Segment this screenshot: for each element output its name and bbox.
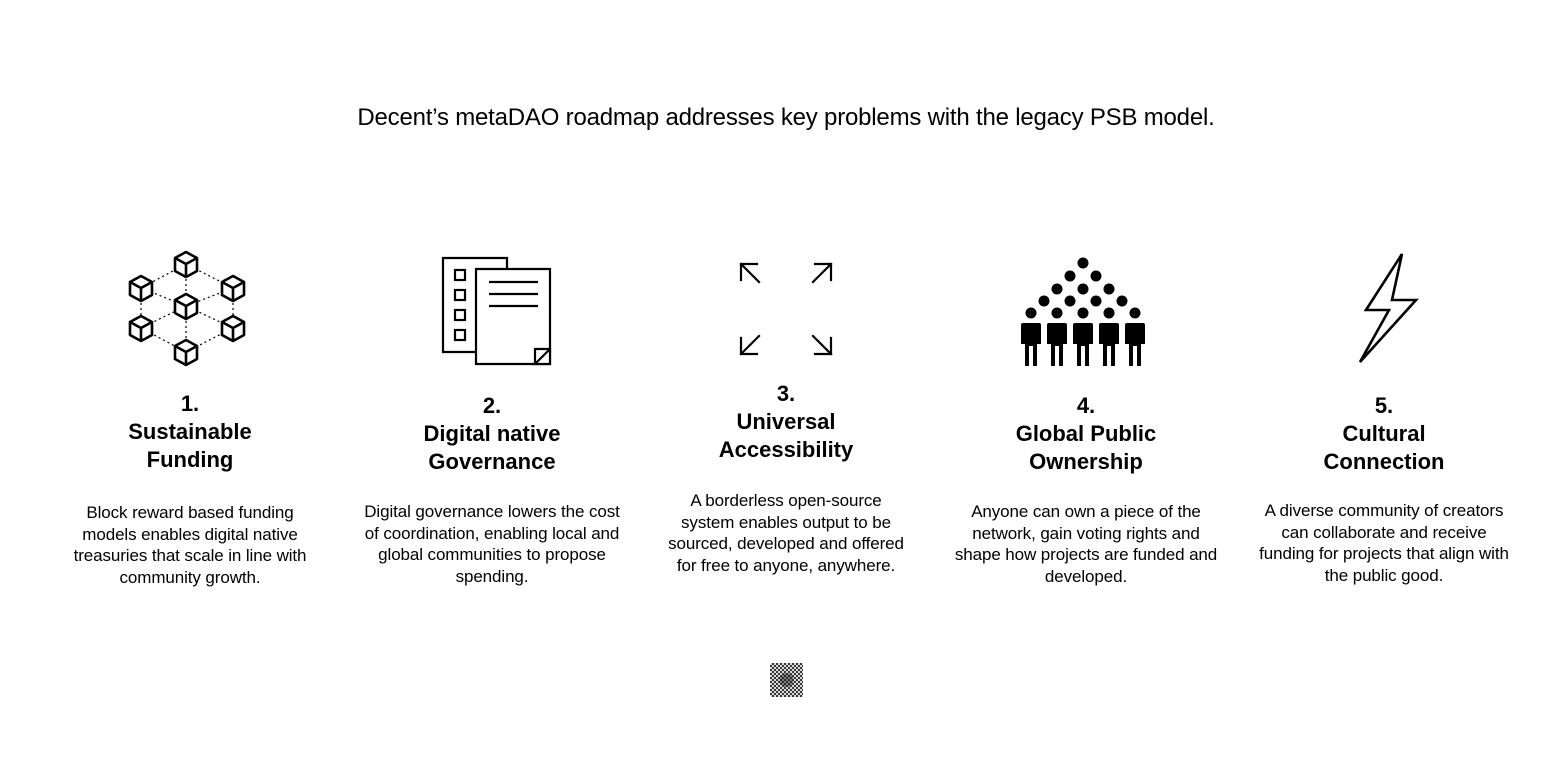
card-title-line2: Funding [146, 447, 234, 472]
card-title: 5. Cultural Connection [1234, 392, 1534, 476]
card-title: 1. Sustainable Funding [40, 390, 340, 474]
headline: Decent’s metaDAO roadmap addresses key p… [357, 104, 1215, 131]
documents-checklist-icon [342, 252, 642, 382]
card-title-line1: Sustainable [128, 419, 252, 444]
card-description: A borderless open-source system enables … [668, 491, 904, 575]
feature-card-cultural-connection: 5. Cultural Connection A diverse communi… [1234, 0, 1534, 774]
card-title-line1: Global Public [1015, 421, 1157, 446]
card-description: Digital governance lowers the cost of co… [364, 502, 620, 586]
card-title-line2: Governance [428, 449, 556, 474]
card-number: 1. [180, 391, 200, 416]
lightning-bolt-icon [1234, 250, 1534, 380]
card-title-line1: Universal [736, 409, 836, 434]
checker-logo-icon[interactable] [770, 663, 803, 697]
feature-card-global-public-ownership: 4. Global Public Ownership Anyone can ow… [936, 0, 1236, 774]
card-title: 2. Digital native Governance [342, 392, 642, 476]
card-title-line2: Ownership [1029, 449, 1143, 474]
card-title-line2: Accessibility [718, 437, 854, 462]
expand-arrows-icon [636, 258, 936, 388]
crowd-people-icon [936, 256, 1236, 386]
card-title-line1: Cultural [1342, 421, 1426, 446]
card-description: Anyone can own a piece of the network, g… [954, 502, 1218, 586]
card-description: Block reward based funding models enable… [73, 503, 307, 587]
card-description: A diverse community of creators can coll… [1259, 501, 1509, 585]
card-number: 4. [1076, 393, 1096, 418]
card-number: 2. [482, 393, 502, 418]
feature-card-sustainable-funding: 1. Sustainable Funding Block reward base… [40, 0, 340, 774]
card-title-line2: Connection [1323, 449, 1445, 474]
feature-card-universal-accessibility: 3. Universal Accessibility A borderless … [636, 0, 936, 774]
card-title: 3. Universal Accessibility [636, 380, 936, 464]
card-title-line1: Digital native [423, 421, 561, 446]
card-number: 3. [776, 381, 796, 406]
card-title: 4. Global Public Ownership [936, 392, 1236, 476]
feature-card-digital-governance: 2. Digital native Governance Digital gov… [342, 0, 642, 774]
cube-network-icon [40, 244, 340, 374]
card-number: 5. [1374, 393, 1394, 418]
